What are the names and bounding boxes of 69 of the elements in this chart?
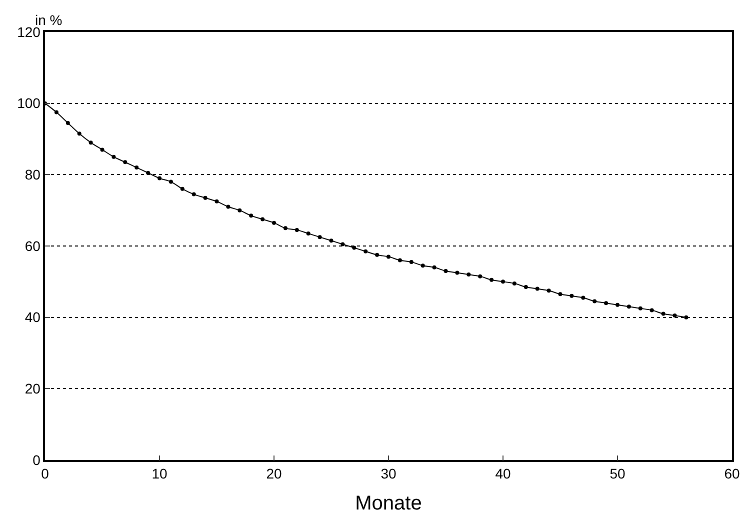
x-tick-label: 50 bbox=[610, 466, 626, 482]
point bbox=[386, 254, 390, 259]
x-tick-label: 60 bbox=[724, 466, 740, 482]
y-tick-label: 20 bbox=[24, 380, 41, 397]
point bbox=[661, 312, 666, 316]
point bbox=[352, 246, 356, 250]
x-tick-label: 10 bbox=[152, 466, 168, 482]
point bbox=[203, 196, 208, 200]
point bbox=[134, 166, 139, 170]
point bbox=[512, 281, 516, 286]
y-tick-label: 0 bbox=[32, 452, 41, 468]
point bbox=[158, 176, 162, 180]
point bbox=[524, 285, 528, 290]
point bbox=[581, 296, 586, 300]
point bbox=[466, 272, 471, 277]
point bbox=[340, 242, 345, 246]
point bbox=[214, 199, 219, 204]
x-tick-label: 30 bbox=[380, 466, 396, 482]
point bbox=[364, 249, 368, 254]
point bbox=[570, 294, 574, 298]
point bbox=[535, 286, 540, 291]
y-tick-label: 60 bbox=[24, 238, 41, 254]
point bbox=[684, 315, 688, 320]
x-tick-label: 40 bbox=[495, 466, 511, 482]
point bbox=[501, 280, 505, 284]
point bbox=[100, 148, 104, 152]
point bbox=[329, 238, 334, 243]
point bbox=[123, 160, 128, 164]
point bbox=[626, 304, 631, 309]
point bbox=[146, 170, 150, 175]
y-tick-label: 40 bbox=[24, 309, 41, 326]
point bbox=[490, 278, 494, 282]
point bbox=[444, 268, 448, 273]
point bbox=[180, 186, 184, 191]
point bbox=[558, 292, 562, 296]
point bbox=[616, 302, 620, 307]
point bbox=[226, 204, 230, 209]
point bbox=[294, 228, 299, 232]
point bbox=[672, 314, 677, 318]
point bbox=[192, 192, 196, 196]
y-tick-label: 80 bbox=[24, 166, 41, 183]
point bbox=[432, 265, 436, 270]
point bbox=[66, 120, 70, 125]
x-tick-label: 20 bbox=[266, 466, 282, 482]
point bbox=[168, 180, 173, 184]
point bbox=[238, 208, 242, 212]
point bbox=[54, 110, 58, 114]
point bbox=[249, 214, 254, 218]
point bbox=[592, 299, 597, 304]
point bbox=[650, 308, 654, 312]
point bbox=[260, 217, 265, 222]
point bbox=[88, 140, 93, 145]
point bbox=[318, 235, 322, 240]
point bbox=[306, 232, 310, 236]
x-axis-title: Monate bbox=[355, 492, 422, 515]
point bbox=[455, 270, 460, 275]
point bbox=[283, 226, 288, 230]
point bbox=[375, 252, 380, 257]
point bbox=[546, 288, 551, 293]
point bbox=[112, 154, 116, 159]
y-tick-label: 100 bbox=[17, 95, 41, 112]
point bbox=[638, 306, 642, 310]
point bbox=[478, 274, 482, 278]
point bbox=[409, 260, 414, 264]
point bbox=[398, 258, 402, 262]
point bbox=[77, 132, 82, 136]
point bbox=[420, 264, 425, 268]
point bbox=[604, 301, 608, 306]
point bbox=[272, 220, 276, 225]
